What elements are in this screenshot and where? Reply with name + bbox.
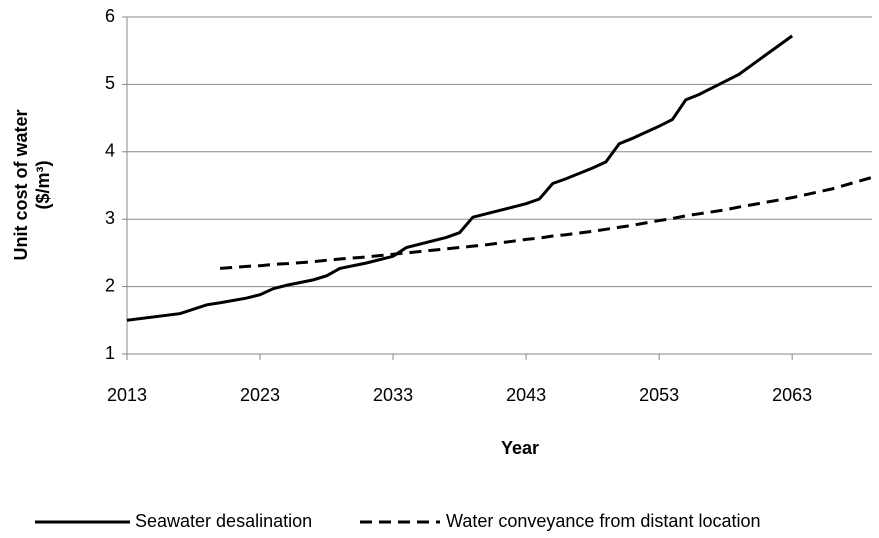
y-tick-label: 4 (105, 141, 115, 161)
x-tick-label: 2063 (772, 385, 812, 405)
y-tick-label: 2 (105, 275, 115, 295)
y-axis-label: Unit cost of water ($/m³) (11, 109, 53, 260)
x-tick-label: 2023 (240, 385, 280, 405)
x-tick-label: 2053 (639, 385, 679, 405)
x-tick-label: 2013 (107, 385, 147, 405)
x-axis-label: Year (501, 438, 539, 458)
legend-label: Water conveyance from distant location (446, 511, 760, 531)
y-tick-label: 1 (105, 343, 115, 363)
x-tick-label: 2033 (373, 385, 413, 405)
y-axis-label-line: Unit cost of water (11, 109, 31, 260)
y-tick-label: 3 (105, 208, 115, 228)
y-axis-label-line: ($/m³) (33, 160, 53, 209)
data-line (220, 175, 873, 270)
data-line (126, 34, 794, 322)
legend-label: Seawater desalination (135, 511, 312, 531)
y-tick-label: 5 (105, 73, 115, 93)
x-tick-label: 2043 (506, 385, 546, 405)
y-tick-label: 6 (105, 6, 115, 26)
